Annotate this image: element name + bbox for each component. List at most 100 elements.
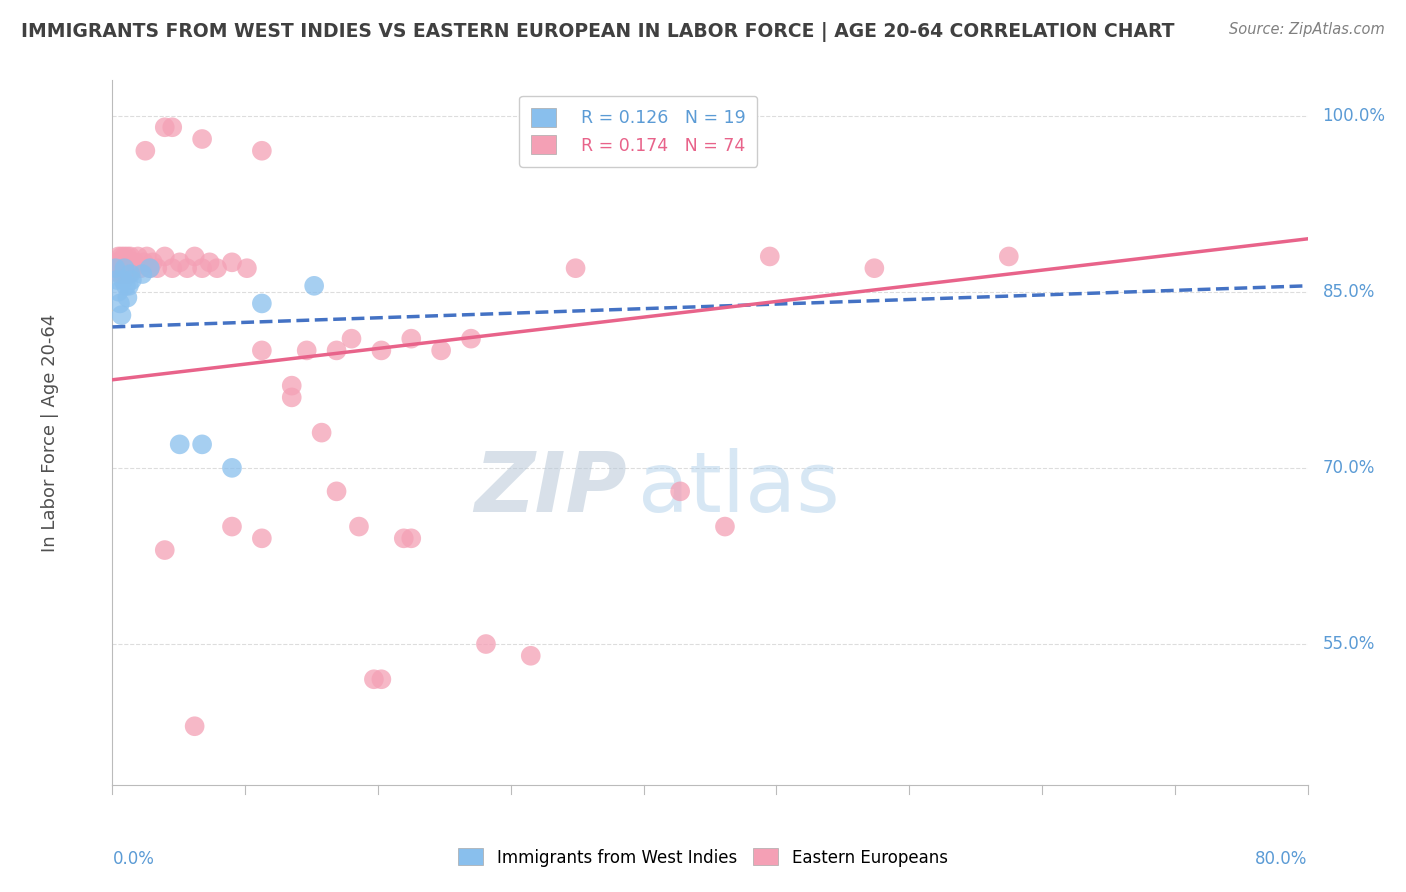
Point	[401, 531, 423, 545]
Text: 80.0%: 80.0%	[1256, 849, 1308, 868]
Point	[370, 673, 392, 687]
Point	[105, 261, 128, 276]
Point	[108, 267, 131, 281]
Point	[250, 296, 273, 310]
Point	[110, 261, 132, 276]
Point	[117, 261, 139, 276]
Point	[115, 255, 138, 269]
Text: In Labor Force | Age 20-64: In Labor Force | Age 20-64	[41, 313, 59, 552]
Point	[221, 460, 243, 475]
Point	[131, 267, 153, 281]
Point	[325, 484, 347, 499]
Point	[111, 255, 134, 269]
Point	[134, 144, 156, 158]
Point	[221, 519, 243, 533]
Point	[759, 249, 782, 263]
Point	[392, 531, 415, 545]
Point	[714, 519, 737, 533]
Point	[108, 296, 131, 310]
Legend: Immigrants from West Indies, Eastern Europeans: Immigrants from West Indies, Eastern Eur…	[449, 838, 957, 877]
Point	[120, 249, 142, 263]
Point	[117, 291, 139, 305]
Point	[135, 249, 157, 263]
Point	[115, 278, 138, 293]
Point	[401, 332, 423, 346]
Point	[153, 249, 176, 263]
Point	[191, 437, 214, 451]
Text: atlas: atlas	[638, 449, 839, 530]
Point	[998, 249, 1021, 263]
Point	[205, 261, 228, 276]
Point	[110, 308, 132, 322]
Point	[325, 343, 347, 358]
Point	[121, 255, 143, 269]
Point	[118, 278, 141, 293]
Text: IMMIGRANTS FROM WEST INDIES VS EASTERN EUROPEAN IN LABOR FORCE | AGE 20-64 CORRE: IMMIGRANTS FROM WEST INDIES VS EASTERN E…	[21, 22, 1174, 42]
Point	[169, 437, 191, 451]
Point	[564, 261, 586, 276]
Point	[236, 261, 259, 276]
Point	[250, 531, 273, 545]
Point	[863, 261, 886, 276]
Point	[110, 249, 132, 263]
Point	[104, 255, 127, 269]
Point	[153, 120, 176, 135]
Point	[120, 267, 142, 281]
Point	[302, 278, 325, 293]
Point	[124, 255, 146, 269]
Point	[475, 637, 498, 651]
Point	[108, 255, 131, 269]
Point	[460, 332, 482, 346]
Point	[104, 261, 127, 276]
Point	[176, 261, 198, 276]
Point	[162, 261, 183, 276]
Text: 85.0%: 85.0%	[1323, 283, 1375, 301]
Point	[370, 343, 392, 358]
Point	[122, 261, 145, 276]
Point	[111, 267, 134, 281]
Point	[146, 261, 169, 276]
Point	[111, 273, 134, 287]
Text: 100.0%: 100.0%	[1323, 106, 1385, 125]
Point	[118, 255, 141, 269]
Point	[221, 255, 243, 269]
Point	[129, 261, 152, 276]
Point	[114, 261, 135, 276]
Point	[114, 249, 135, 263]
Text: 70.0%: 70.0%	[1323, 458, 1375, 477]
Point	[191, 261, 214, 276]
Point	[105, 273, 128, 287]
Point	[118, 267, 141, 281]
Point	[169, 255, 191, 269]
Point	[669, 484, 692, 499]
Point	[198, 255, 221, 269]
Point	[132, 255, 155, 269]
Text: 0.0%: 0.0%	[112, 849, 155, 868]
Point	[183, 719, 205, 733]
Point	[127, 249, 149, 263]
Text: 55.0%: 55.0%	[1323, 635, 1375, 653]
Point	[117, 249, 139, 263]
Point	[107, 249, 129, 263]
Point	[281, 378, 304, 392]
Point	[107, 285, 129, 299]
Point	[115, 267, 138, 281]
Point	[347, 519, 370, 533]
Point	[114, 261, 135, 276]
Point	[250, 144, 273, 158]
Point	[162, 120, 183, 135]
Point	[139, 261, 162, 276]
Text: Source: ZipAtlas.com: Source: ZipAtlas.com	[1229, 22, 1385, 37]
Point	[153, 543, 176, 558]
Point	[281, 390, 304, 404]
Point	[139, 261, 162, 276]
Point	[250, 343, 273, 358]
Point	[191, 132, 214, 146]
Point	[295, 343, 318, 358]
Point	[430, 343, 453, 358]
Point	[363, 673, 385, 687]
Legend:   R = 0.126   N = 19,   R = 0.174   N = 74: R = 0.126 N = 19, R = 0.174 N = 74	[519, 96, 758, 167]
Point	[183, 249, 205, 263]
Point	[311, 425, 333, 440]
Point	[142, 255, 165, 269]
